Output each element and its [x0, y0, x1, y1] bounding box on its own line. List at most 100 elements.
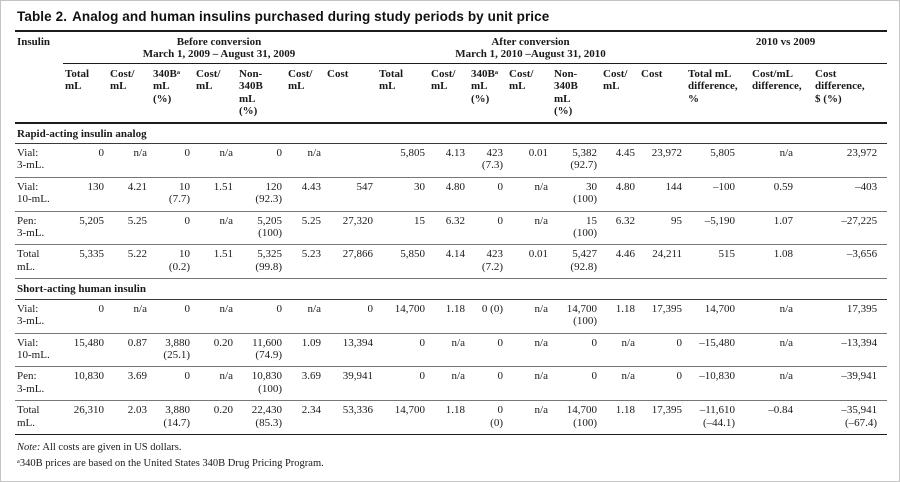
table-cell: 5.25	[286, 211, 325, 246]
table-row: Vial: 3-mL. 0 n/a 0 n/a 0 n/a 5,805 4.13 423 (7.3…	[15, 143, 888, 178]
table-cell: 4.14	[429, 244, 469, 280]
table-cell: 5,325 (99.8)	[237, 244, 286, 280]
table-cell: 6.32	[429, 211, 469, 246]
table-cell: n/a	[194, 211, 237, 246]
table-cell: 1.51	[194, 244, 237, 280]
table-cell: n/a	[108, 143, 151, 178]
table-row: Vial: 3-mL. 0 n/a 0 n/a 0 n/a 0 14,700 1.18 0 (0) n…	[15, 299, 888, 334]
table-cell: –0.84	[750, 400, 814, 436]
table-cell: –27,225	[813, 211, 888, 246]
table-cell: 423 (7.2)	[469, 244, 507, 280]
table-caption: Analog and human insulins purchased duri…	[72, 9, 550, 24]
table-cell: 4.46	[601, 244, 639, 280]
note-label: Note:	[17, 442, 41, 454]
table-number: Table 2.	[17, 9, 68, 24]
table-cell: –10,830	[686, 366, 751, 402]
table-cell: n/a	[750, 366, 814, 402]
table-cell: n/a	[507, 177, 552, 212]
table-cell: 15	[377, 211, 429, 246]
table-cell: 0	[325, 299, 377, 334]
table-cell: 23,972	[639, 143, 687, 178]
table-cell: 0	[469, 177, 507, 212]
table-cell: 1.09	[286, 333, 325, 368]
table-cell: 17,395	[639, 299, 687, 334]
table-cell: 13,394	[325, 333, 377, 368]
table-cell: 3.69	[286, 366, 325, 402]
table-cell	[325, 143, 377, 178]
table-cell: 5,205 (100)	[237, 211, 286, 246]
table-cell: 3.69	[108, 366, 151, 402]
table-cell: 5,382 (92.7)	[552, 143, 601, 178]
table-cell: 5,205	[63, 211, 108, 246]
table-cell: 0.87	[108, 333, 151, 368]
table-cell: n/a	[507, 211, 552, 246]
table-cell: 0	[151, 143, 194, 178]
table-cell: 24,211	[639, 244, 687, 280]
col-header: Cost/ mL	[507, 63, 552, 124]
table-cell: 0.20	[194, 400, 237, 436]
table-cell: 14,700	[377, 299, 429, 334]
table-cell: 5,805	[686, 143, 751, 178]
table-cell: 0	[151, 211, 194, 246]
table-cell: 2.34	[286, 400, 325, 436]
table-cell: 547	[325, 177, 377, 212]
table-cell: 0	[377, 333, 429, 368]
table-cell: n/a	[750, 299, 814, 334]
table-cell: n/a	[108, 299, 151, 334]
table-cell: 515	[686, 244, 751, 280]
table-cell: n/a	[194, 143, 237, 178]
table-cell: 22,430 (85.3)	[237, 400, 286, 436]
table-cell: 11,600 (74.9)	[237, 333, 286, 368]
table-body: Rapid-acting insulin analog Vial: 3-mL. 0 n…	[15, 122, 888, 436]
table-cell: 0	[151, 366, 194, 402]
col-header: 340Bᵃ mL (%)	[469, 63, 507, 124]
table-cell: 0	[377, 366, 429, 402]
table-cell: 5,805	[377, 143, 429, 178]
table-cell: 0	[469, 211, 507, 246]
table-cell: 2.03	[108, 400, 151, 436]
table-cell: n/a	[507, 299, 552, 334]
table-cell: 23,972	[813, 143, 888, 178]
note-text: All costs are given in US dollars.	[42, 442, 182, 454]
table-cell: n/a	[601, 333, 639, 368]
table-cell: –11,610 (–44.1)	[686, 400, 751, 436]
table-cell: 0	[151, 299, 194, 334]
table-cell: 0.01	[507, 244, 552, 280]
sub-header-row: Total mL Cost/ mL 340Bᵃ mL (%) Cost/ mL …	[15, 63, 888, 124]
table-cell: 1.18	[429, 400, 469, 436]
table-cell: n/a	[194, 366, 237, 402]
table-cell: 4.13	[429, 143, 469, 178]
col-header: Cost/ mL	[429, 63, 469, 124]
table-row: Vial: 10-mL. 130 4.21 10 (7.7) 1.51 120 (92.3…	[15, 177, 888, 212]
table-cell: 0	[552, 366, 601, 402]
section-header-row: Short-acting human insulin	[15, 278, 888, 300]
table-cell: 4.80	[429, 177, 469, 212]
table-cell: 15,480	[63, 333, 108, 368]
group-title: 2010 vs 2009	[755, 36, 816, 48]
table-cell: 0	[63, 143, 108, 178]
col-header: Cost/ mL	[108, 63, 151, 124]
table-cell: 0	[469, 366, 507, 402]
table-cell: 0	[639, 366, 687, 402]
table-cell: n/a	[507, 400, 552, 436]
table-cell: 1.51	[194, 177, 237, 212]
table-row: Vial: 10-mL. 15,480 0.87 3,880 (25.1) 0.20 11…	[15, 333, 888, 368]
table-cell: 4.43	[286, 177, 325, 212]
group-dates: March 1, 2009 – August 31, 2009	[142, 48, 296, 61]
table-cell: 144	[639, 177, 687, 212]
table-cell: 0 (0)	[469, 400, 507, 436]
section-header: Short-acting human insulin	[15, 278, 888, 300]
table-cell: n/a	[601, 366, 639, 402]
table-cell: n/a	[507, 333, 552, 368]
table-cell: –5,190	[686, 211, 751, 246]
table-cell: n/a	[429, 333, 469, 368]
col-header: Total mL	[63, 63, 108, 124]
table-cell: 0	[63, 299, 108, 334]
table-cell: 5,850	[377, 244, 429, 280]
table-row: Pen: 3-mL. 10,830 3.69 0 n/a 10,830 (100) 3.69…	[15, 366, 888, 402]
group-header-before: Before conversion March 1, 2009 – August …	[63, 31, 377, 64]
col-header: Cost/ mL	[601, 63, 639, 124]
insulin-purchase-table: Insulin Before conversion March 1, 2009 –…	[15, 30, 888, 436]
group-title: After conversion	[491, 36, 570, 48]
table-cell: 6.32	[601, 211, 639, 246]
